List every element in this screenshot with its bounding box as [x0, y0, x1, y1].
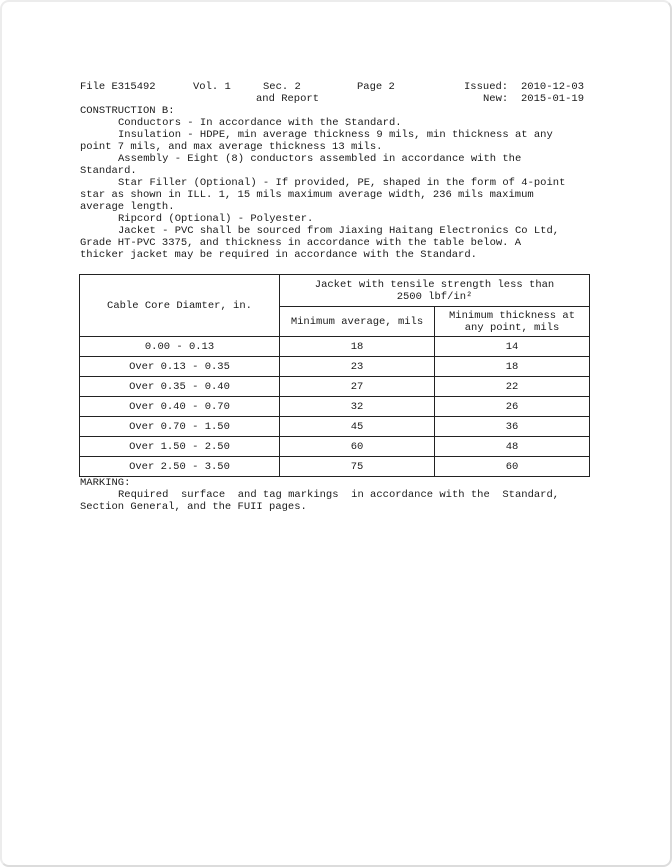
cell-min-average: 23 — [279, 356, 435, 377]
page-number: Page 2 — [357, 81, 395, 93]
issued-label: Issued: — [464, 81, 509, 93]
cell-diameter: Over 0.70 - 1.50 — [79, 416, 280, 437]
file-number: File E315492 — [80, 81, 156, 93]
cell-min-average: 60 — [279, 436, 435, 457]
cell-diameter: Over 0.13 - 0.35 — [79, 356, 280, 377]
paragraph-conductors: Conductors - In accordance with the Stan… — [118, 117, 402, 129]
table-row: Over 0.13 - 0.35 23 18 — [79, 356, 591, 377]
marking-heading: MARKING: — [80, 477, 131, 489]
volume: Vol. 1 — [193, 81, 231, 93]
paragraph-marking: Required surface and tag markings in acc… — [80, 489, 560, 513]
cell-min-point: 48 — [433, 436, 591, 457]
document-body: File E315492 Vol. 1 Sec. 2 and Report Pa… — [79, 81, 592, 513]
new-date: 2015-01-19 — [521, 93, 585, 105]
cell-min-point: 60 — [433, 456, 591, 477]
column-header-min-point: Minimum thickness at any point, mils — [433, 306, 591, 337]
cell-diameter: Over 1.50 - 2.50 — [79, 436, 280, 457]
paragraph-jacket: Jacket - PVC shall be sourced from Jiaxi… — [80, 225, 560, 261]
cell-diameter: Over 0.40 - 0.70 — [79, 396, 280, 417]
document-header: File E315492 Vol. 1 Sec. 2 and Report Pa… — [80, 81, 592, 105]
cell-min-average: 27 — [279, 376, 435, 397]
table-row: Over 0.35 - 0.40 27 22 — [79, 376, 591, 397]
cell-min-average: 75 — [279, 456, 435, 477]
cell-min-average: 18 — [279, 336, 435, 357]
cell-min-point: 26 — [433, 396, 591, 417]
table-row: Over 0.40 - 0.70 32 26 — [79, 396, 591, 417]
table-row: 0.00 - 0.13 18 14 — [79, 336, 591, 357]
paragraph-ripcord: Ripcord (Optional) - Polyester. — [118, 213, 314, 225]
table-row: Over 1.50 - 2.50 60 48 — [79, 436, 591, 457]
cell-min-point: 18 — [433, 356, 591, 377]
paragraph-insulation: Insulation - HDPE, min average thickness… — [80, 129, 553, 153]
jacket-thickness-table: Cable Core Diamter, in. Jacket with tens… — [79, 274, 591, 477]
paragraph-assembly: Assembly - Eight (8) conductors assemble… — [80, 153, 522, 177]
cell-min-point: 14 — [433, 336, 591, 357]
paragraph-star-filler: Star Filler (Optional) - If provided, PE… — [80, 177, 566, 213]
table-header-row-top: Cable Core Diamter, in. Jacket with tens… — [79, 274, 591, 337]
table-row: Over 0.70 - 1.50 45 36 — [79, 416, 591, 437]
cell-diameter: 0.00 - 0.13 — [79, 336, 280, 357]
cell-diameter: Over 2.50 - 3.50 — [79, 456, 280, 477]
section-report: and Report — [256, 93, 320, 105]
issued-date: 2010-12-03 — [521, 81, 585, 93]
construction-heading: CONSTRUCTION B: — [80, 105, 175, 117]
table-row: Over 2.50 - 3.50 75 60 — [79, 456, 591, 477]
section: Sec. 2 — [263, 81, 301, 93]
cell-min-average: 32 — [279, 396, 435, 417]
cell-min-point: 22 — [433, 376, 591, 397]
column-header-min-average: Minimum average, mils — [279, 306, 435, 337]
cell-min-average: 45 — [279, 416, 435, 437]
column-header-diameter: Cable Core Diamter, in. — [79, 274, 280, 337]
column-header-tensile: Jacket with tensile strength less than 2… — [278, 274, 591, 307]
cell-diameter: Over 0.35 - 0.40 — [79, 376, 280, 397]
cell-min-point: 36 — [433, 416, 591, 437]
new-label: New: — [483, 93, 509, 105]
